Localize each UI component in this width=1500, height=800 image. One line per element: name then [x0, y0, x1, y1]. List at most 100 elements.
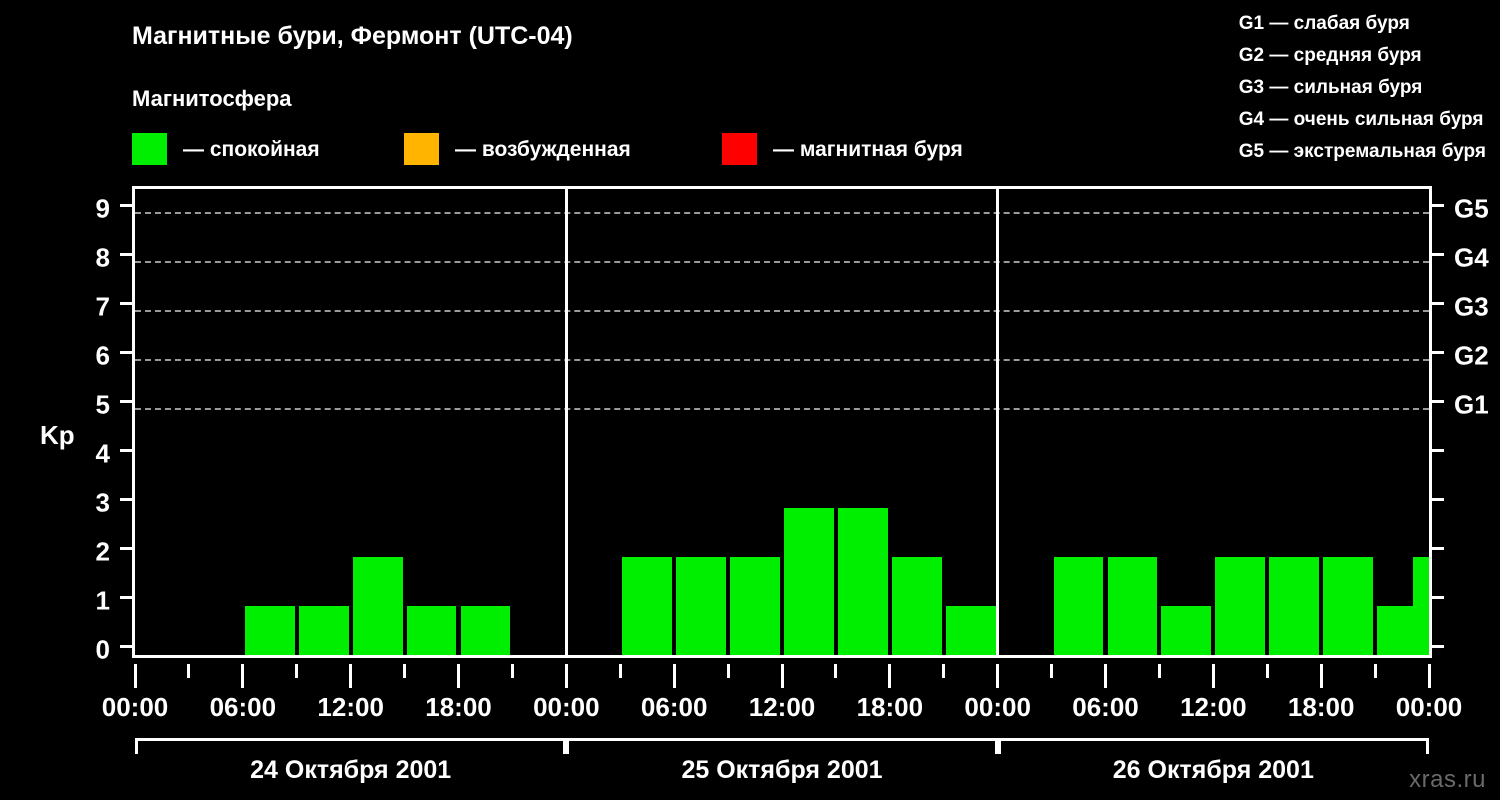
x-tick-mark [1319, 664, 1323, 688]
gridline [135, 211, 1429, 214]
y-tick-mark [120, 301, 132, 305]
day-separator [996, 189, 1000, 655]
date-bracket [566, 738, 998, 754]
y-tick-mark-right [1432, 301, 1444, 305]
y-tick-label: 1 [95, 585, 110, 616]
x-tick-mark [888, 664, 892, 688]
y-tick-mark [120, 595, 132, 599]
x-tick-mark [1050, 664, 1054, 678]
bar [676, 556, 727, 655]
plot-inner [135, 189, 1429, 655]
bar [1161, 605, 1212, 655]
x-tick-mark [295, 664, 299, 678]
gridline [135, 309, 1429, 312]
y-tick-mark-right [1432, 497, 1444, 501]
bar [784, 507, 834, 655]
x-tick-mark [349, 664, 353, 688]
gridline [135, 407, 1429, 410]
g-scale-tick-label: G2 [1454, 340, 1489, 371]
legend-item-label: — возбужденная [455, 137, 631, 161]
bar [1215, 556, 1266, 655]
bar [891, 556, 942, 655]
x-tick-mark [672, 664, 676, 688]
x-tick-label: 18:00 [1287, 692, 1355, 722]
green-square-swatch [132, 133, 167, 165]
gridline [135, 260, 1429, 263]
x-tick-mark [1104, 664, 1107, 688]
bar [945, 605, 996, 655]
y-tick-mark [120, 645, 132, 648]
x-tick-mark [1211, 664, 1215, 688]
x-tick-mark [510, 664, 514, 678]
bar [837, 507, 888, 655]
x-tick-label: 06:00 [1072, 692, 1139, 722]
y-tick-mark-right [1432, 448, 1444, 452]
x-tick-mark [726, 664, 730, 678]
y-tick-mark-right [1432, 203, 1444, 207]
bar [406, 605, 457, 655]
y-tick-label: 7 [95, 291, 110, 322]
legend-heading: Магнитосфера [132, 86, 292, 111]
plot-area [132, 186, 1432, 658]
legend-item-quiet: — спокойная [132, 133, 320, 165]
x-tick-mark [133, 664, 137, 688]
legend-item-label: — спокойная [183, 137, 320, 161]
bar [460, 605, 511, 655]
g-legend-line-g5: G5 — экстремальная буря [1238, 141, 1486, 162]
x-tick-mark [1265, 664, 1269, 678]
gridline [135, 358, 1429, 361]
g-scale-tick-label: G4 [1454, 242, 1489, 273]
y-tick-mark-right [1432, 645, 1444, 648]
g-scale-tick-label: G1 [1454, 389, 1489, 420]
x-tick-mark [564, 664, 568, 688]
x-tick-label: 18:00 [856, 692, 924, 722]
y-tick-mark [120, 203, 132, 207]
bar [1107, 556, 1158, 655]
x-tick-mark [241, 664, 245, 688]
red-square-swatch [722, 133, 757, 165]
x-tick-label: 12:00 [317, 692, 384, 722]
date-bracket [135, 738, 567, 754]
y-tick-mark [120, 350, 132, 354]
x-tick-label: 06:00 [209, 692, 277, 722]
g-legend-line-g3: G3 — сильная буря [1238, 77, 1423, 98]
x-tick-mark [1427, 664, 1431, 688]
bar [298, 605, 349, 655]
x-tick-mark [996, 664, 1000, 688]
g-scale-tick-label: G3 [1454, 291, 1489, 322]
g-legend-line-g1: G1 — слабая буря [1238, 13, 1410, 34]
g-scale-legend: G1 — слабая буря G2 — средняя буря G3 — … [1239, 14, 1486, 161]
bar [1269, 556, 1320, 655]
y-tick-label: 8 [95, 242, 110, 273]
bar [244, 605, 295, 655]
y-tick-mark [120, 546, 132, 550]
x-tick-label: 00:00 [964, 692, 1031, 722]
x-tick-label: 12:00 [1180, 692, 1247, 722]
bar [622, 556, 673, 655]
x-tick-mark [1157, 664, 1161, 678]
date-bracket [997, 738, 1429, 754]
y-tick-label: 5 [95, 389, 110, 420]
y-tick-label: 3 [95, 487, 110, 518]
y-tick-mark-right [1432, 399, 1444, 403]
x-tick-mark [780, 664, 784, 688]
bar [352, 556, 403, 655]
page-title: Магнитные бури, Фермонт (UTC-04) [132, 22, 573, 50]
x-tick-label: 00:00 [101, 692, 169, 722]
x-tick-label: 06:00 [640, 692, 708, 722]
y-tick-mark-right [1432, 252, 1444, 256]
y-tick-label: 4 [95, 438, 110, 469]
g-legend-line-g2: G2 — средняя буря [1238, 45, 1422, 66]
y-tick-mark-right [1432, 546, 1444, 550]
bar [730, 556, 780, 655]
x-tick-mark [457, 664, 460, 688]
bar [1323, 556, 1374, 655]
date-label: 25 Октября 2001 [681, 756, 883, 784]
date-label: 24 Октября 2001 [250, 756, 452, 784]
y-axis-title: Kp [40, 420, 75, 450]
y-tick-label: 6 [95, 340, 110, 371]
bar-partial [1413, 556, 1429, 655]
watermark: xras.ru [1409, 766, 1486, 793]
y-tick-label: 0 [95, 634, 110, 665]
bar [1053, 556, 1104, 655]
